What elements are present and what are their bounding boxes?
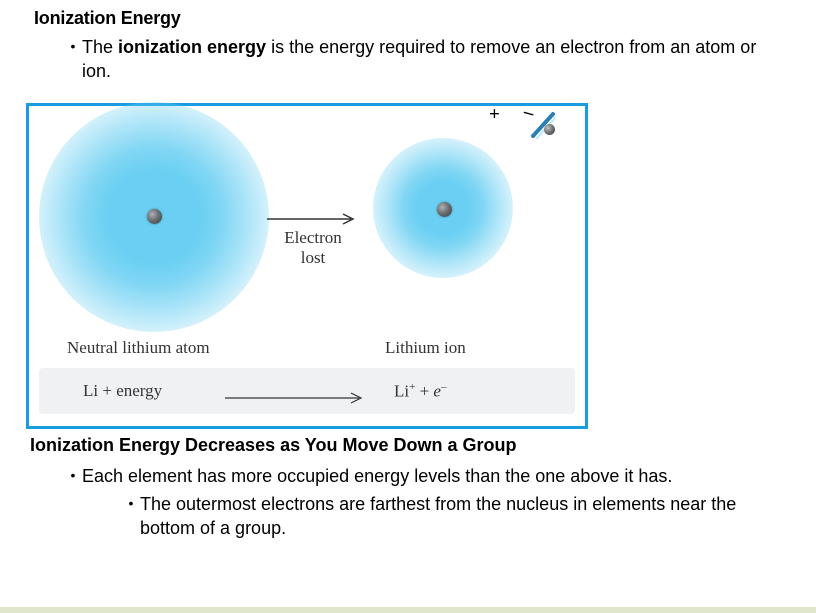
reaction-arrow-top — [265, 211, 365, 227]
point2-text: The outermost electrons are farthest fro… — [140, 492, 786, 540]
heading-decreases-down-group: Ionization Energy Decreases as You Move … — [30, 435, 786, 456]
ejected-electron-spark — [527, 108, 561, 142]
neutral-atom-nucleus — [147, 209, 162, 224]
definition-text: The ionization energy is the energy requ… — [82, 35, 786, 83]
ionization-diagram: + – Electron lost Neutral lithium atom L… — [26, 103, 588, 429]
definition-bold: ionization energy — [118, 37, 266, 57]
electron-lost-line2: lost — [301, 248, 326, 267]
reaction-arrow-bottom — [223, 391, 373, 410]
bullet-dot: • — [122, 492, 140, 540]
footer-accent-bar — [0, 607, 816, 613]
heading-ionization-energy: Ionization Energy — [34, 8, 786, 29]
ejected-electron-icon — [544, 124, 555, 135]
electron-lost-line1: Electron — [284, 228, 342, 247]
neutral-atom-label: Neutral lithium atom — [67, 338, 210, 358]
eq-e-sup: – — [441, 381, 447, 393]
point2-bullet: • The outermost electrons are farthest f… — [122, 492, 786, 540]
eq-li: Li — [394, 382, 409, 401]
point1-bullet: • Each element has more occupied energy … — [64, 464, 786, 488]
point1-text: Each element has more occupied energy le… — [82, 464, 786, 488]
bullet-dot: • — [64, 464, 82, 488]
electron-lost-label: Electron lost — [273, 228, 353, 268]
definition-prefix: The — [82, 37, 118, 57]
eq-plus: + — [415, 382, 433, 401]
ion-label: Lithium ion — [385, 338, 466, 358]
eq-e: e — [433, 382, 441, 401]
plus-sign: + — [489, 104, 500, 126]
equation-right: Li+ + e– — [394, 381, 446, 402]
bullet-dot: • — [64, 35, 82, 83]
definition-bullet: • The ionization energy is the energy re… — [64, 35, 786, 83]
ion-nucleus — [437, 202, 452, 217]
equation-left: Li + energy — [83, 381, 162, 401]
